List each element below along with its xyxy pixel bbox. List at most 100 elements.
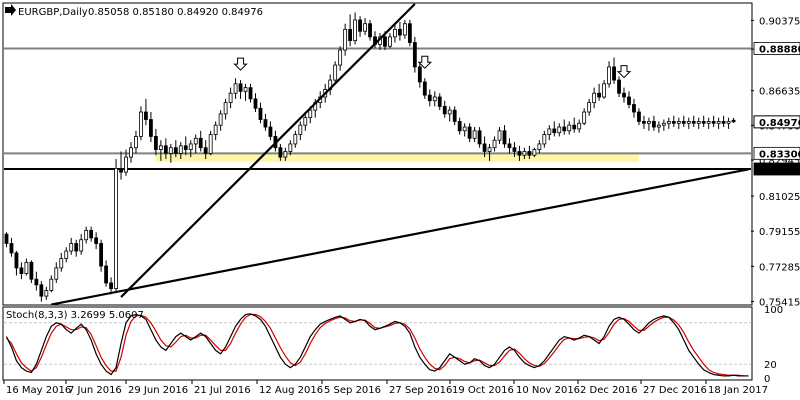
date-tick-label: 27 Dec 2016 — [643, 385, 707, 396]
candle — [587, 98, 592, 116]
candle-body-up — [178, 145, 183, 154]
candle-body-up — [24, 261, 29, 274]
stoch-label: Stoch(8,3,3) 3.2699 5.0607 — [6, 310, 144, 321]
candle — [582, 108, 587, 126]
candle-body-up — [522, 151, 527, 156]
candle — [268, 121, 273, 141]
candle — [298, 121, 303, 141]
candle-body-up — [472, 130, 477, 139]
candle-body-up — [158, 145, 163, 150]
candle — [99, 239, 104, 272]
price-tick-label: 0.86635 — [759, 87, 800, 98]
candle-body-up — [487, 147, 492, 152]
candle-body-up — [298, 124, 303, 135]
candle-body-up — [706, 121, 711, 124]
candle — [422, 78, 427, 99]
candle — [29, 260, 34, 283]
candle — [661, 119, 666, 131]
candle-body-down — [348, 28, 353, 42]
candle-body-up — [343, 28, 348, 51]
candle-body-down — [622, 92, 626, 98]
candle-body-down — [253, 98, 258, 109]
candle — [193, 134, 198, 154]
candle — [178, 142, 183, 159]
candle-body-down — [4, 233, 9, 244]
candle-body-down — [29, 261, 34, 280]
candle-body-up — [402, 23, 407, 36]
candle-body-up — [497, 130, 502, 141]
candle — [303, 112, 308, 131]
candle — [253, 93, 258, 113]
candle-body-down — [612, 66, 616, 81]
candle — [348, 14, 353, 47]
candle — [393, 23, 397, 43]
candle — [592, 87, 597, 109]
symbol-label: EURGBP,Daily — [18, 7, 88, 18]
candle-body-up — [592, 92, 597, 104]
candle — [452, 106, 457, 126]
candle-body-down — [572, 124, 577, 130]
candle-body-down — [452, 109, 457, 122]
candle — [417, 63, 422, 88]
price-label-text: 0.82466 — [759, 165, 800, 176]
candle-body-down — [9, 243, 14, 254]
candle-body-up — [557, 126, 562, 134]
candle — [522, 147, 527, 159]
candle — [398, 21, 402, 41]
candle-body-down — [268, 126, 273, 137]
candle-body-down — [512, 147, 517, 152]
candle — [447, 106, 452, 122]
candle-body-up — [393, 28, 397, 38]
candle-body-up — [218, 113, 223, 126]
candle — [602, 80, 606, 99]
date-tick-label: 27 Sep 2016 — [389, 385, 452, 396]
candle-body-down — [651, 121, 656, 128]
candle-body-up — [666, 121, 671, 124]
candle-body-up — [49, 278, 54, 291]
candle — [716, 117, 721, 129]
candle — [24, 258, 29, 276]
candle-body-down — [517, 151, 522, 156]
candle-body-up — [447, 109, 452, 115]
candle — [532, 147, 537, 158]
candle-body-down — [681, 121, 686, 124]
candle-body-up — [532, 149, 537, 156]
candle — [14, 251, 19, 276]
candle — [547, 125, 552, 141]
candle — [94, 232, 99, 250]
candle — [9, 237, 14, 257]
candle — [487, 143, 492, 161]
candle-body-up — [363, 23, 367, 32]
candle — [612, 57, 616, 84]
candle — [562, 119, 567, 135]
candle — [457, 117, 462, 135]
candle-body-down — [248, 87, 253, 100]
candle-body-down — [74, 243, 79, 252]
candle-body-up — [587, 102, 592, 113]
candle — [213, 121, 218, 141]
candle-body-down — [627, 96, 631, 105]
candle-body-down — [34, 278, 39, 286]
candle-body-down — [437, 96, 442, 107]
candle-body-up — [114, 167, 118, 289]
candle — [114, 158, 118, 293]
ohlc-values: 0.85058 0.85180 0.84920 0.84976 — [88, 7, 263, 18]
down-arrow-icon — [233, 57, 248, 71]
candle — [477, 127, 482, 148]
candle — [4, 232, 9, 248]
candle-body-up — [208, 134, 213, 154]
candle — [149, 112, 153, 143]
candle-body-down — [99, 243, 104, 267]
candle-body-down — [94, 237, 99, 244]
down-arrow-icon — [417, 55, 433, 69]
candle — [238, 80, 243, 99]
candle-body-up — [547, 128, 552, 135]
price-label-box — [753, 42, 800, 55]
candle — [283, 147, 288, 161]
candle-body-down — [358, 19, 362, 32]
candle — [437, 93, 442, 111]
candle-body-down — [632, 104, 636, 113]
candle — [607, 61, 611, 88]
